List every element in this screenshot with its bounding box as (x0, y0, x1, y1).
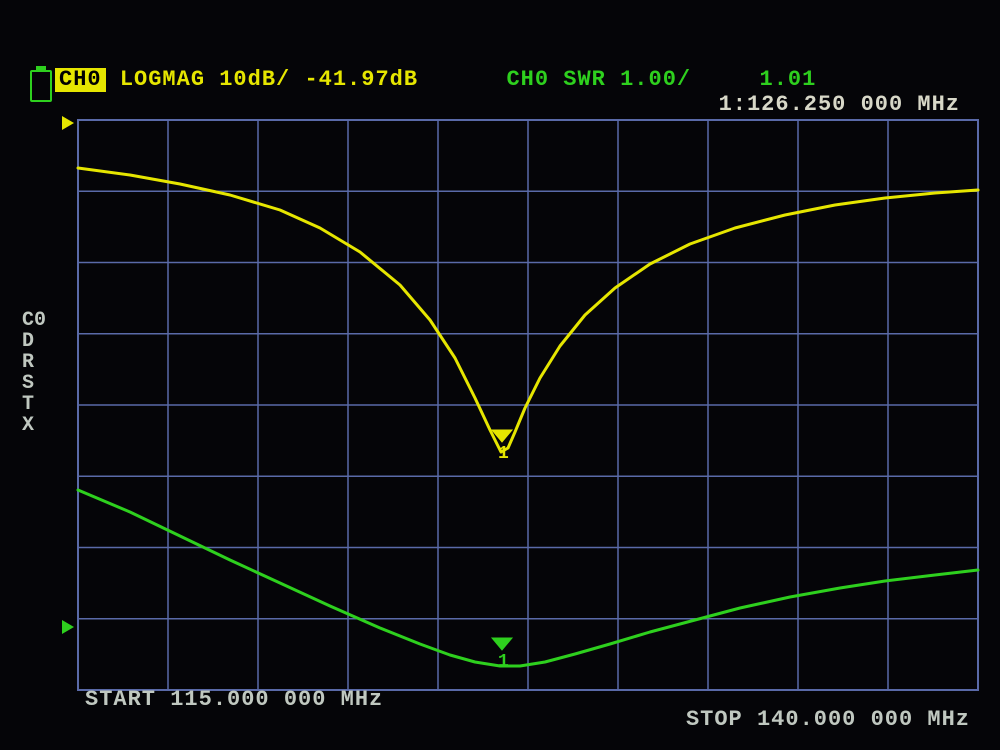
marker-number-label: 1 (498, 652, 509, 672)
marker-number-label: 1 (498, 444, 509, 464)
analyzer-screen: CH0 LOGMAG 10dB/ -41.97dB CH0 SWR 1.00/ … (0, 0, 1000, 750)
plot-area[interactable]: 11 (0, 0, 1000, 750)
start-freq-label: START 115.000 000 MHz (85, 687, 383, 712)
marker-swr-icon[interactable] (492, 638, 512, 650)
stop-freq-label: STOP 140.000 000 MHz (686, 707, 970, 732)
